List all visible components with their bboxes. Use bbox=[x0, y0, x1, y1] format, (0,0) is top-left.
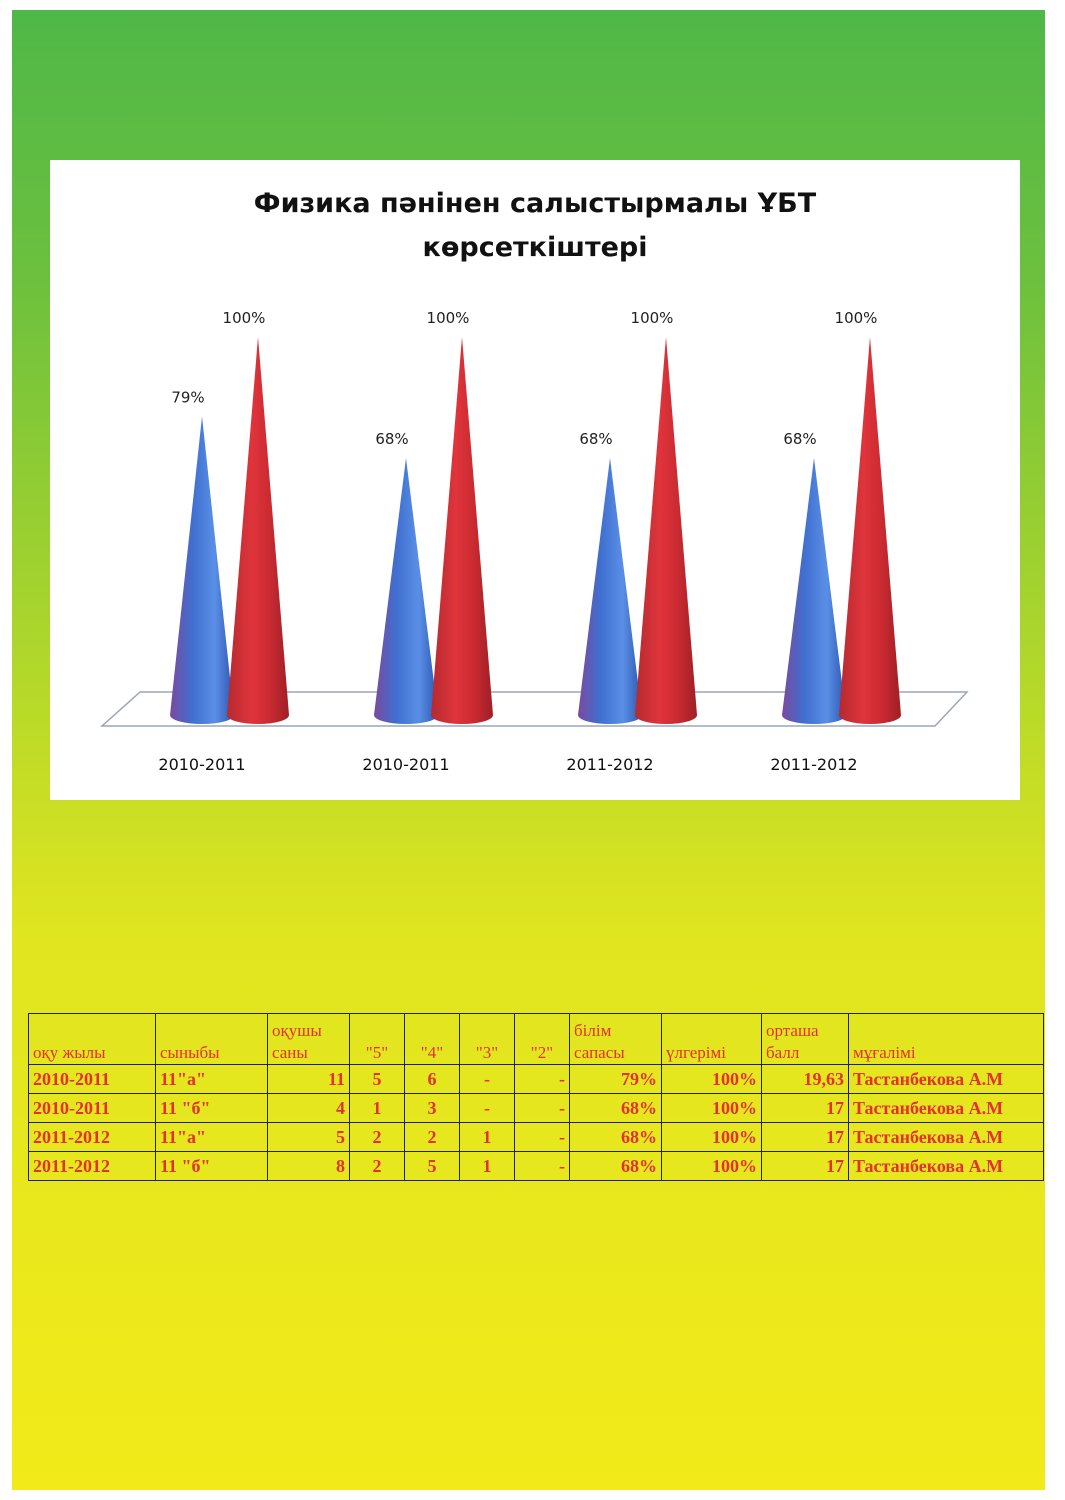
value-label-series2-3: 100% bbox=[835, 309, 878, 327]
col-header-grade-3: "3" bbox=[459, 1013, 515, 1065]
cell-class: 11 "б" bbox=[155, 1151, 268, 1181]
cell-year: 2011-2012 bbox=[28, 1122, 156, 1152]
cell-class: 11"а" bbox=[155, 1064, 268, 1094]
col-header-average: орташа балл bbox=[761, 1013, 849, 1065]
cone-series1-1 bbox=[374, 457, 438, 724]
cell-year: 2010-2011 bbox=[28, 1093, 156, 1123]
cell-grade-4: 3 bbox=[404, 1093, 460, 1123]
col-header-year: оқу жылы bbox=[28, 1013, 156, 1065]
cell-grade-2: - bbox=[514, 1093, 570, 1123]
col-header-students: оқушы саны bbox=[267, 1013, 350, 1065]
cell-quality: 68% bbox=[569, 1151, 662, 1181]
cell-students: 5 bbox=[267, 1122, 350, 1152]
cell-average: 17 bbox=[761, 1122, 849, 1152]
cell-students: 11 bbox=[267, 1064, 350, 1094]
results-table: оқу жылы сыныбы оқушы саны "5" "4" "3" "2… bbox=[28, 1013, 1044, 1181]
cell-grade-3: 1 bbox=[459, 1122, 515, 1152]
cell-average: 17 bbox=[761, 1151, 849, 1181]
cell-grade-5: 1 bbox=[349, 1093, 405, 1123]
chart-title-line-1: Физика пәнінен салыстырмалы ҰБТ bbox=[253, 188, 817, 219]
col-header-grade-2: "2" bbox=[514, 1013, 570, 1065]
cell-progress: 100% bbox=[661, 1064, 762, 1094]
cell-average: 19,63 bbox=[761, 1064, 849, 1094]
cell-teacher: Тастанбекова А.М bbox=[848, 1151, 1044, 1181]
table-body: 2010-2011 11"а" 11 5 6- -79% 100% 19,63 Тастанбе… bbox=[28, 1064, 1044, 1181]
cell-class: 11 "б" bbox=[155, 1093, 268, 1123]
cell-quality: 79% bbox=[569, 1064, 662, 1094]
cell-grade-5: 2 bbox=[349, 1122, 405, 1152]
value-label-series1-2: 68% bbox=[579, 430, 612, 448]
cell-grade-5: 2 bbox=[349, 1151, 405, 1181]
page-background: Физика пәнінен салыстырмалы ҰБТ көрсеткі… bbox=[12, 10, 1045, 1490]
cell-progress: 100% bbox=[661, 1151, 762, 1181]
category-label-2: 2011-2012 bbox=[566, 755, 653, 774]
chart-panel: Физика пәнінен салыстырмалы ҰБТ көрсеткі… bbox=[50, 160, 1020, 800]
cell-grade-3: - bbox=[459, 1064, 515, 1094]
value-label-series2-0: 100% bbox=[223, 309, 266, 327]
cell-teacher: Тастанбекова А.М bbox=[848, 1064, 1044, 1094]
table-row: 2011-2012 11 "б" 8 2 5 1-68% 100% 17 Тастанбеков… bbox=[28, 1151, 1044, 1181]
col-header-grade-4: "4" bbox=[404, 1013, 460, 1065]
cell-grade-3: 1 bbox=[459, 1151, 515, 1181]
cone-series1-2 bbox=[578, 457, 642, 724]
cell-progress: 100% bbox=[661, 1093, 762, 1123]
cell-progress: 100% bbox=[661, 1122, 762, 1152]
chart-marks: 79% 100% 2010-2011 68% 100% 2010-2011 68% 100% 2… bbox=[158, 309, 901, 774]
table-header-row: оқу жылы сыныбы оқушы саны "5" "4" "3" "2… bbox=[28, 1013, 1044, 1065]
chart-title-line-2: көрсеткіштері bbox=[422, 232, 648, 263]
cone-series2-1 bbox=[431, 337, 493, 724]
cell-grade-2: - bbox=[514, 1151, 570, 1181]
col-header-class: сыныбы bbox=[155, 1013, 268, 1065]
cone-series2-0 bbox=[227, 337, 289, 724]
cell-year: 2011-2012 bbox=[28, 1151, 156, 1181]
value-label-series2-1: 100% bbox=[427, 309, 470, 327]
cell-grade-4: 2 bbox=[404, 1122, 460, 1152]
cone-series1-3 bbox=[782, 457, 846, 724]
col-header-grade-5: "5" bbox=[349, 1013, 405, 1065]
cell-quality: 68% bbox=[569, 1093, 662, 1123]
table-row: 2010-2011 11 "б" 4 1 3- -68% 100% 17 Тастанбеков… bbox=[28, 1093, 1044, 1123]
value-label-series1-1: 68% bbox=[375, 430, 408, 448]
chart-title: Физика пәнінен салыстырмалы ҰБТ көрсеткі… bbox=[50, 182, 1020, 270]
category-label-1: 2010-2011 bbox=[362, 755, 449, 774]
cone-series2-2 bbox=[635, 337, 697, 724]
cell-teacher: Тастанбекова А.М bbox=[848, 1122, 1044, 1152]
category-label-0: 2010-2011 bbox=[158, 755, 245, 774]
cell-grade-2: - bbox=[514, 1122, 570, 1152]
value-label-series1-3: 68% bbox=[783, 430, 816, 448]
cell-average: 17 bbox=[761, 1093, 849, 1123]
cell-quality: 68% bbox=[569, 1122, 662, 1152]
table-row: 2010-2011 11"а" 11 5 6- -79% 100% 19,63 Тастанбе… bbox=[28, 1064, 1044, 1094]
cone-series2-3 bbox=[839, 337, 901, 724]
col-header-progress: үлгерімі bbox=[661, 1013, 762, 1065]
cell-grade-4: 5 bbox=[404, 1151, 460, 1181]
cell-grade-5: 5 bbox=[349, 1064, 405, 1094]
value-label-series2-2: 100% bbox=[631, 309, 674, 327]
cell-students: 8 bbox=[267, 1151, 350, 1181]
cell-students: 4 bbox=[267, 1093, 350, 1123]
cell-grade-2: - bbox=[514, 1064, 570, 1094]
cell-grade-3: - bbox=[459, 1093, 515, 1123]
cell-grade-4: 6 bbox=[404, 1064, 460, 1094]
cone-chart: 79% 100% 2010-2011 68% 100% 2010-2011 68% 100% 2… bbox=[100, 309, 969, 774]
col-header-teacher: мұғалімі bbox=[848, 1013, 1044, 1065]
cone-series1-0 bbox=[170, 416, 234, 724]
table-row: 2011-2012 11"а" 5 2 2 1-68% 100% 17 Тастанбекова… bbox=[28, 1122, 1044, 1152]
category-label-3: 2011-2012 bbox=[770, 755, 857, 774]
cell-year: 2010-2011 bbox=[28, 1064, 156, 1094]
col-header-quality: білім сапасы bbox=[569, 1013, 662, 1065]
cell-class: 11"а" bbox=[155, 1122, 268, 1152]
cell-teacher: Тастанбекова А.М bbox=[848, 1093, 1044, 1123]
value-label-series1-0: 79% bbox=[171, 388, 204, 406]
